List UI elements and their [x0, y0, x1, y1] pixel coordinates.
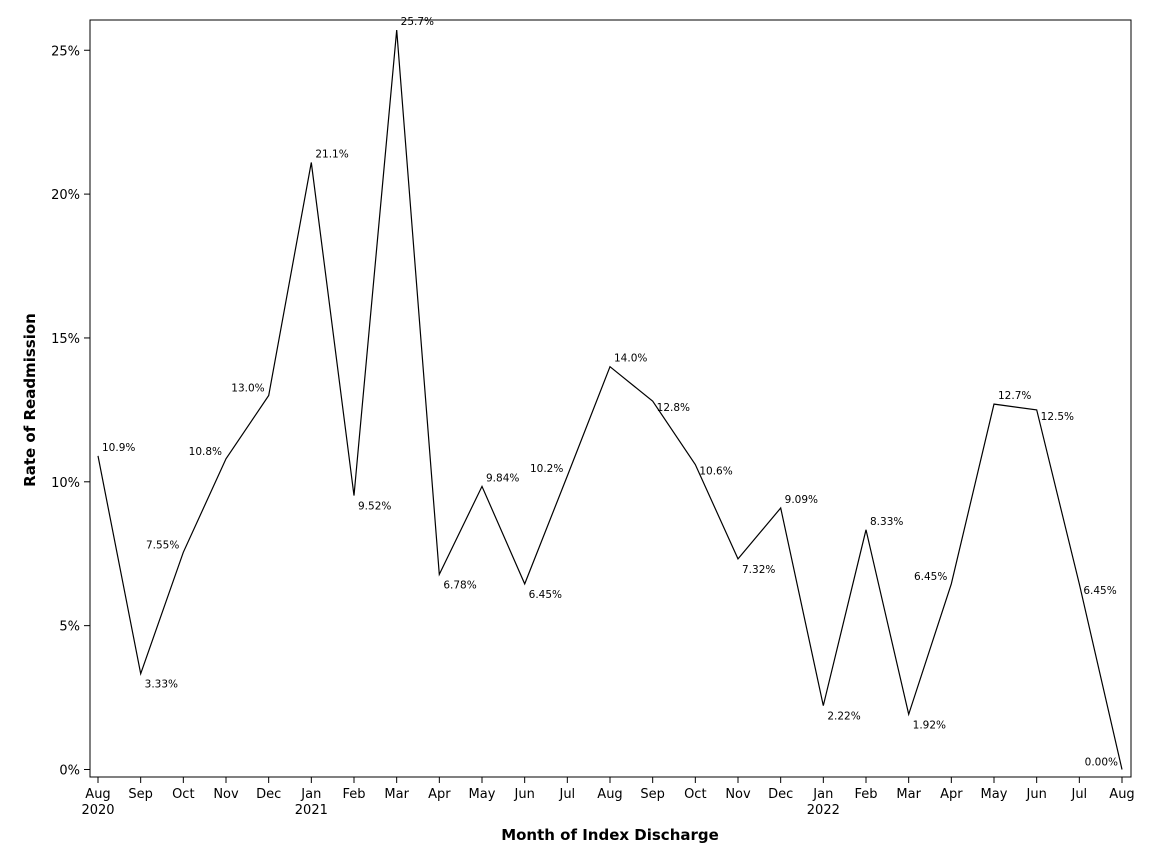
data-label: 6.45% — [914, 571, 947, 583]
data-label: 25.7% — [401, 16, 434, 28]
data-label: 6.45% — [1083, 585, 1116, 597]
y-tick-label: 25% — [51, 44, 80, 59]
y-axis-title: Rate of Readmission — [21, 313, 39, 487]
data-label: 9.84% — [486, 472, 519, 484]
data-label: 10.2% — [530, 463, 563, 475]
x-axis-title: Month of Index Discharge — [501, 826, 719, 844]
data-label: 14.0% — [614, 353, 647, 365]
data-label: 0.00% — [1085, 757, 1118, 769]
x-tick-label: Aug — [597, 787, 622, 802]
x-tick-label: Nov — [213, 787, 239, 802]
data-label: 6.45% — [529, 589, 562, 601]
data-label: 6.78% — [443, 579, 476, 591]
x-tick-label: Mar — [384, 787, 409, 802]
x-tick-label: Aug — [1109, 787, 1134, 802]
x-tick-label: Feb — [854, 787, 877, 802]
data-label: 13.0% — [231, 382, 264, 394]
x-tick-label: Jun — [514, 787, 535, 802]
x-tick-label: Feb — [342, 787, 365, 802]
x-tick-label: Dec — [256, 787, 281, 802]
x-tick-label: May — [469, 787, 496, 802]
x-tick-label: Jan — [300, 787, 321, 802]
data-label: 12.7% — [998, 390, 1031, 402]
x-tick-label: Dec — [768, 787, 793, 802]
x-tick-label: Aug — [85, 787, 110, 802]
x-tick-label: Jan — [812, 787, 833, 802]
x-tick-label: Oct — [684, 787, 706, 802]
data-label: 12.5% — [1041, 411, 1074, 423]
x-tick-label: Jul — [1070, 787, 1087, 802]
data-label: 2.22% — [827, 711, 860, 723]
x-tick-label: May — [981, 787, 1008, 802]
data-label: 10.9% — [102, 442, 135, 454]
x-tick-label: Apr — [940, 787, 963, 802]
y-tick-label: 10% — [51, 476, 80, 491]
y-tick-label: 5% — [59, 620, 80, 635]
plot-frame — [89, 19, 1132, 778]
x-year-label: 2022 — [807, 803, 840, 818]
x-year-label: 2020 — [81, 803, 114, 818]
data-label: 21.1% — [315, 148, 348, 160]
series-layer — [97, 30, 1123, 770]
x-tick-label: Jul — [558, 787, 575, 802]
y-tick-label: 0% — [59, 764, 80, 779]
data-labels: 10.9% 3.33% 7.55% 10.8% 13.0% 21.1% 9.52% 25.7%… — [102, 16, 1118, 768]
data-label: 10.6% — [699, 466, 732, 478]
x-tick-label: Jun — [1026, 787, 1047, 802]
y-tick-label: 20% — [51, 188, 80, 203]
data-label: 9.09% — [785, 494, 818, 506]
series-line — [97, 30, 1123, 770]
x-tick-label: Mar — [896, 787, 921, 802]
data-label: 7.32% — [742, 564, 775, 576]
data-label: 1.92% — [913, 719, 946, 731]
x-axis: Aug Sep Oct Nov Dec Jan Feb Mar Apr May Jun Jul Aug S… — [81, 777, 1135, 818]
x-tick-label: Sep — [128, 787, 153, 802]
y-axis: 0% 5% 10% 15% 20% 25% — [51, 44, 90, 779]
x-tick-label: Oct — [172, 787, 194, 802]
data-label: 3.33% — [145, 679, 178, 691]
data-label: 10.8% — [189, 446, 222, 458]
x-tick-label: Nov — [725, 787, 751, 802]
data-label: 8.33% — [870, 516, 903, 528]
data-label: 7.55% — [146, 539, 179, 551]
x-tick-label: Apr — [428, 787, 451, 802]
x-year-label: 2021 — [295, 803, 328, 818]
x-tick-label: Sep — [640, 787, 665, 802]
data-label: 12.8% — [657, 402, 690, 414]
data-label: 9.52% — [358, 501, 391, 513]
y-tick-label: 15% — [51, 332, 80, 347]
